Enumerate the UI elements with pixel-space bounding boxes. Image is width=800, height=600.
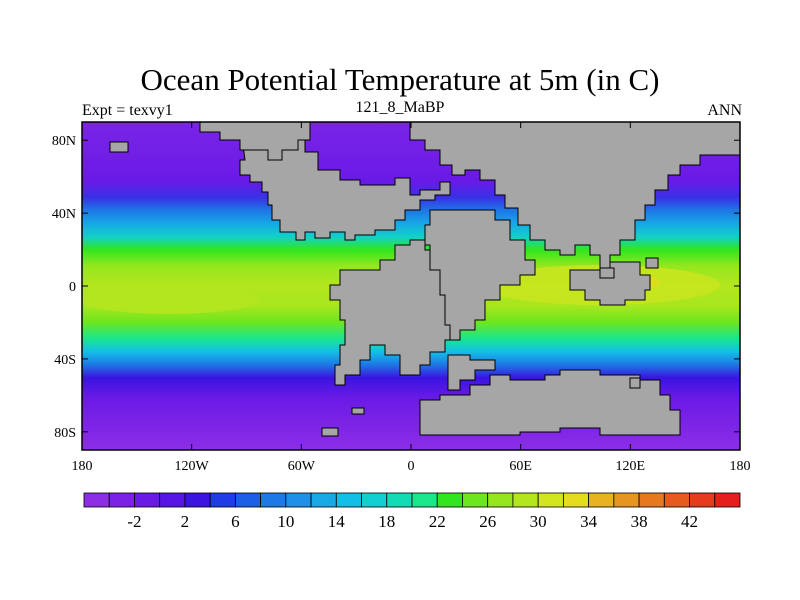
y-tick-label: 0 bbox=[69, 280, 76, 295]
y-tick-label: 40S bbox=[54, 353, 76, 368]
colorbar-swatch bbox=[689, 492, 716, 508]
colorbar-swatch bbox=[83, 492, 110, 508]
colorbar-label: 2 bbox=[181, 512, 190, 531]
x-tick-label: 180 bbox=[72, 459, 93, 474]
colorbar-label: 34 bbox=[580, 512, 598, 531]
y-tick-label: 80S bbox=[54, 426, 76, 441]
landmass-antarctica-east bbox=[419, 369, 681, 436]
y-tick-label: 80N bbox=[52, 134, 76, 149]
colorbar-label: -2 bbox=[127, 512, 141, 531]
colorbar-label: 42 bbox=[681, 512, 698, 531]
colorbar-swatch bbox=[512, 492, 539, 508]
island-5 bbox=[629, 377, 641, 389]
island-1 bbox=[321, 427, 339, 437]
x-tick-label: 0 bbox=[408, 459, 415, 474]
colorbar-label: 6 bbox=[231, 512, 240, 531]
colorbar-swatch bbox=[108, 492, 135, 508]
colorbar-swatch bbox=[638, 492, 665, 508]
island-2 bbox=[351, 407, 365, 415]
colorbar-swatch bbox=[588, 492, 615, 508]
x-tick-label: 180 bbox=[730, 459, 751, 474]
colorbar: -2 2 6 10 14 18 22 26 30 34 38 42 bbox=[83, 492, 741, 531]
period-label: 121_8_MaBP bbox=[355, 99, 445, 116]
colorbar-swatch bbox=[234, 492, 262, 508]
colorbar-swatch bbox=[361, 492, 388, 508]
colorbar-swatch bbox=[411, 492, 438, 508]
landmass-antarctica-west bbox=[447, 354, 496, 391]
colorbar-label: 22 bbox=[429, 512, 446, 531]
colorbar-swatch bbox=[487, 492, 514, 508]
colorbar-swatch bbox=[285, 492, 312, 508]
colorbar-label: 18 bbox=[378, 512, 395, 531]
x-tick-label: 60W bbox=[288, 459, 316, 474]
x-tick-label: 60E bbox=[509, 459, 532, 474]
landmass-north-america bbox=[239, 122, 451, 241]
x-tick-label: 120W bbox=[175, 459, 210, 474]
colorbar-swatch bbox=[613, 492, 640, 508]
y-tick-label: 40N bbox=[52, 207, 76, 222]
island-3 bbox=[599, 267, 615, 279]
colorbar-label: 14 bbox=[328, 512, 346, 531]
colorbar-swatch bbox=[184, 492, 211, 508]
colorbar-swatch bbox=[562, 492, 590, 508]
landmass-eurasia bbox=[409, 122, 740, 271]
landmass-africa bbox=[424, 209, 536, 341]
colorbar-swatch bbox=[462, 492, 489, 508]
x-tick-label: 120E bbox=[616, 459, 646, 474]
landmass-australia bbox=[569, 261, 651, 306]
colorbar-swatch bbox=[260, 492, 287, 508]
land-masses bbox=[109, 122, 740, 437]
colorbar-swatch bbox=[310, 492, 337, 508]
colorbar-swatch bbox=[714, 492, 741, 508]
colorbar-swatch bbox=[386, 492, 413, 508]
colorbar-label: 10 bbox=[277, 512, 294, 531]
colorbar-label: 26 bbox=[479, 512, 496, 531]
island-4 bbox=[645, 257, 659, 269]
colorbar-swatch bbox=[436, 492, 463, 508]
colorbar-label: 30 bbox=[530, 512, 547, 531]
season-label: ANN bbox=[707, 102, 742, 119]
map-axes: 180 120W 60W 0 60E 120E 180 80N 40N 0 40S 80S bbox=[52, 122, 751, 474]
map-plot-area bbox=[82, 122, 740, 450]
colorbar-swatch bbox=[537, 492, 564, 508]
landmass-south-america bbox=[329, 239, 471, 386]
map-title: Ocean Potential Temperature at 5m (in C) bbox=[140, 62, 660, 97]
colorbar-swatch bbox=[663, 492, 690, 508]
colorbar-label: 38 bbox=[631, 512, 648, 531]
experiment-label: Expt = texvy1 bbox=[82, 102, 173, 119]
colorbar-swatch bbox=[209, 492, 236, 508]
warm-pool-west bbox=[82, 286, 260, 314]
island-6 bbox=[109, 141, 129, 153]
colorbar-swatch bbox=[159, 492, 186, 508]
colorbar-swatch bbox=[335, 492, 362, 508]
colorbar-swatch bbox=[134, 492, 161, 508]
landmass-greenland bbox=[199, 122, 311, 161]
